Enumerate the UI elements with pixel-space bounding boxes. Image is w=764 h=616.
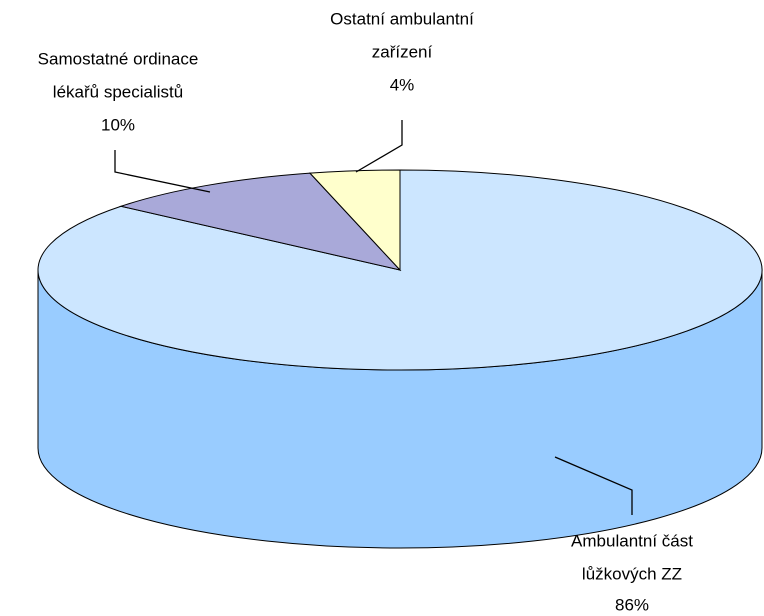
pie [37, 169, 763, 549]
slice [308, 169, 401, 272]
value-label: 4% [390, 75, 415, 94]
slice-label: Samostatné ordinace [38, 49, 199, 68]
slice [119, 172, 402, 271]
leader-line [355, 120, 403, 173]
slice-label: lékařů specialistů [53, 82, 183, 101]
value-label: 10% [101, 115, 135, 134]
leader-line [114, 150, 211, 193]
slice-label: Ambulantní část [571, 531, 693, 550]
slice-label: lůžkových ZZ [582, 564, 682, 583]
slice-label: zařízení [372, 42, 433, 61]
value-label: 86% [615, 595, 649, 614]
slice-label: Ostatní ambulantní [330, 9, 474, 28]
leader-line [554, 456, 633, 515]
